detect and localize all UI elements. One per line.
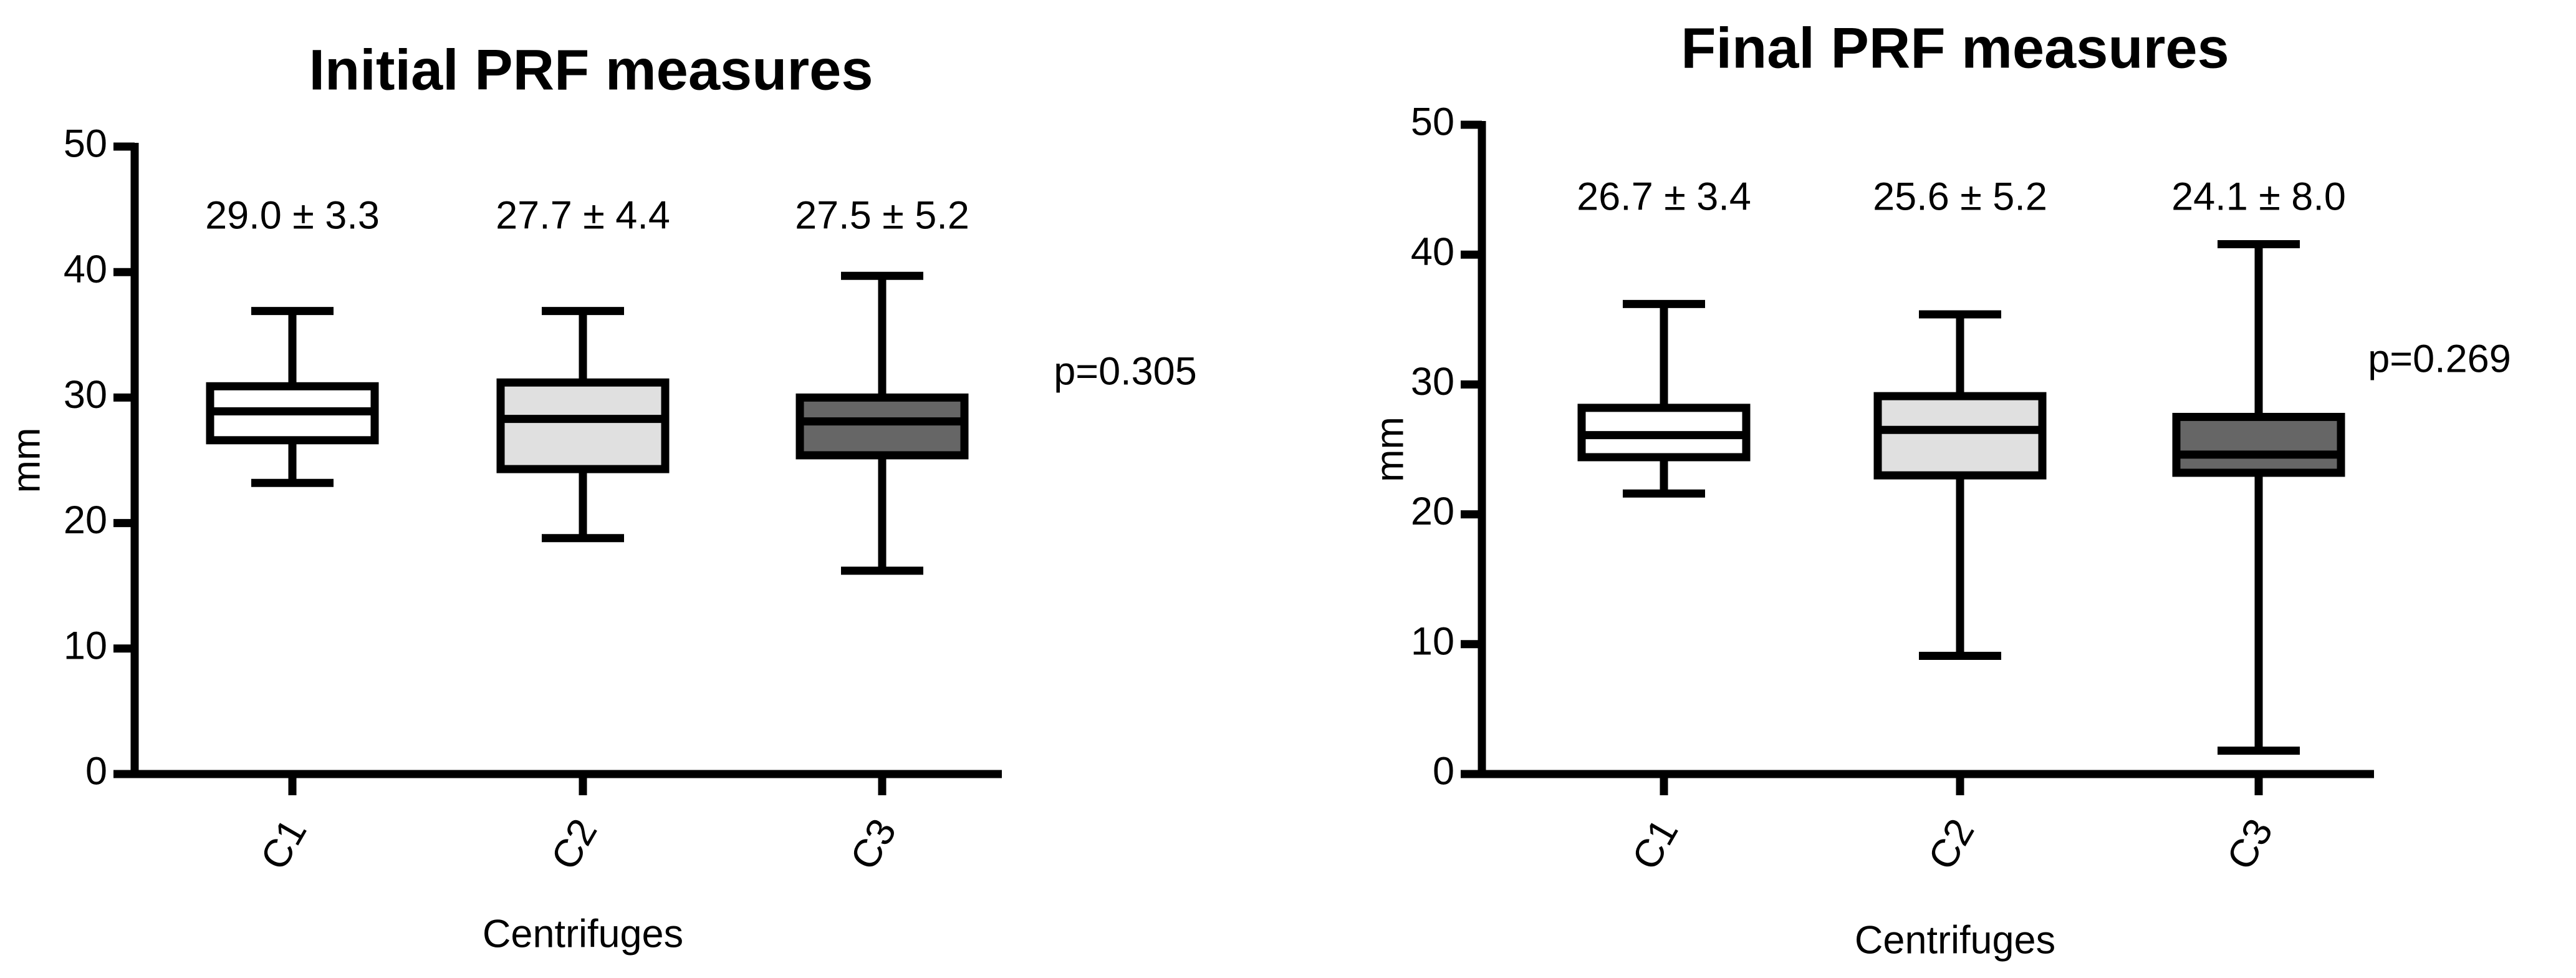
y-tick-label: 40 <box>1411 230 1454 274</box>
x-axis-label: Centrifuges <box>483 913 683 956</box>
y-tick-label: 10 <box>1411 619 1454 663</box>
x-tick-label: C2 <box>1920 811 1983 877</box>
p-value: p=0.305 <box>1054 350 1196 394</box>
y-axis-label: mm <box>5 428 49 493</box>
box-annotation: 29.0 ± 3.3 <box>205 194 380 238</box>
box <box>795 393 969 460</box>
box-annotation: 27.7 ± 4.4 <box>496 194 670 238</box>
y-axis-label: mm <box>1368 417 1412 482</box>
box-annotation: 27.5 ± 5.2 <box>795 194 969 238</box>
y-tick-label: 20 <box>1411 490 1454 533</box>
y-tick-label: 20 <box>64 498 107 542</box>
box <box>2172 412 2345 477</box>
y-tick-label: 30 <box>64 373 107 417</box>
y-tick-label: 40 <box>64 248 107 291</box>
y-tick-label: 0 <box>1433 750 1454 793</box>
p-value: p=0.269 <box>2368 337 2511 381</box>
box <box>496 378 670 473</box>
y-tick-label: 50 <box>64 122 107 166</box>
y-tick-label: 30 <box>1411 360 1454 404</box>
box-annotation: 24.1 ± 8.0 <box>2171 175 2346 219</box>
box-annotation: 25.6 ± 5.2 <box>1873 175 2047 219</box>
y-tick-label: 0 <box>85 750 107 793</box>
box-annotation: 26.7 ± 3.4 <box>1577 175 1751 219</box>
chart-title: Final PRF measures <box>1681 16 2229 80</box>
x-axis-label: Centrifuges <box>1855 919 2055 962</box>
x-tick-label: C3 <box>842 811 905 877</box>
x-tick-label: C3 <box>2219 811 2282 877</box>
x-tick-label: C2 <box>543 811 606 877</box>
chart-title: Initial PRF measures <box>309 38 873 102</box>
x-tick-label: C1 <box>1624 811 1687 877</box>
y-tick-label: 50 <box>1411 100 1454 144</box>
x-tick-label: C1 <box>252 811 315 877</box>
y-tick-label: 10 <box>64 624 107 667</box>
box <box>1873 392 2047 480</box>
